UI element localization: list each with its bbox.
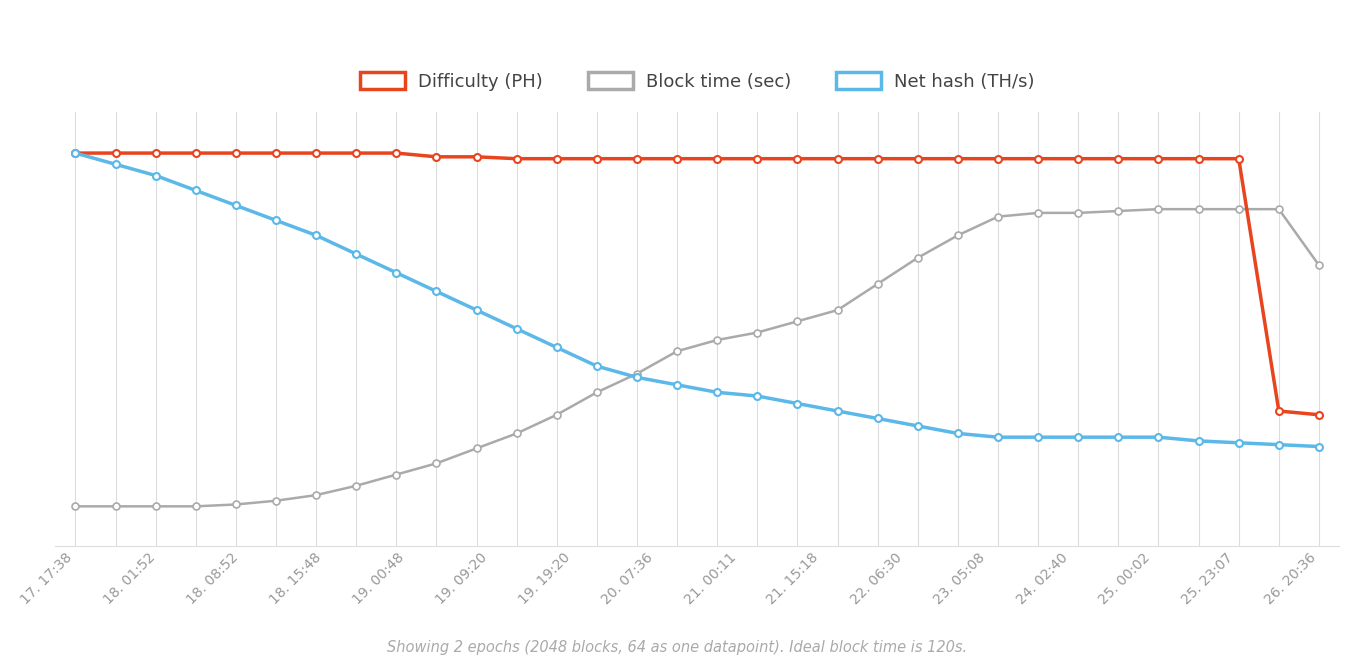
- Text: Showing 2 epochs (2048 blocks, 64 as one datapoint). Ideal block time is 120s.: Showing 2 epochs (2048 blocks, 64 as one…: [387, 640, 967, 655]
- Legend: Difficulty (PH), Block time (sec), Net hash (TH/s): Difficulty (PH), Block time (sec), Net h…: [353, 65, 1041, 98]
